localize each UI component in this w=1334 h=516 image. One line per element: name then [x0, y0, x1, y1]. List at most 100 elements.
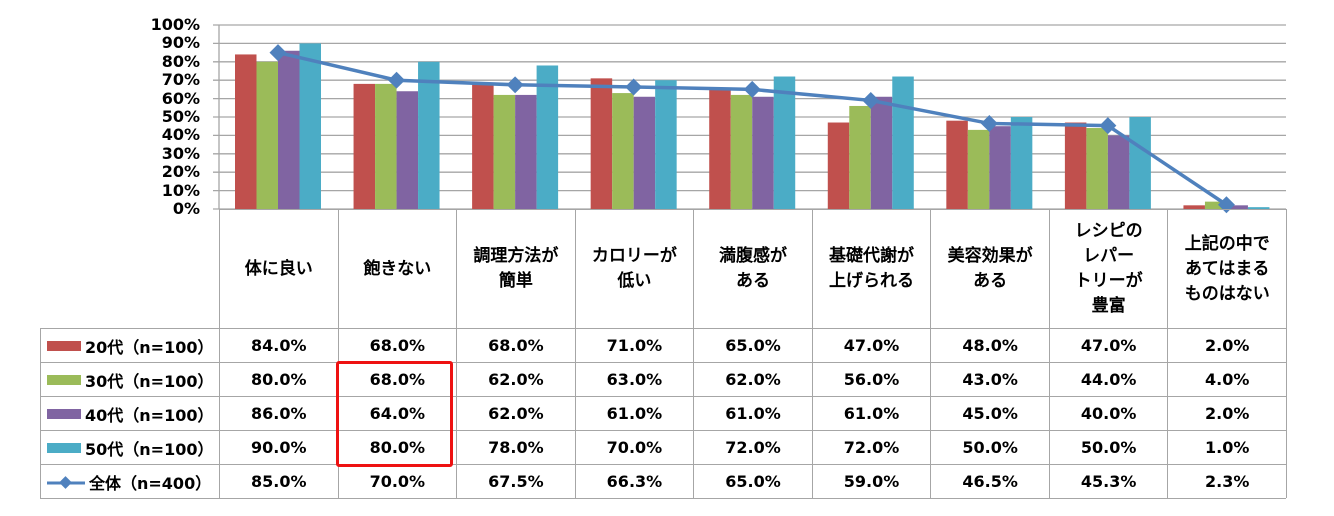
bar — [353, 83, 376, 209]
bar — [1010, 117, 1033, 209]
bar — [1247, 207, 1270, 209]
legend-label: 50代（n=100） — [85, 439, 214, 459]
bar — [493, 94, 516, 209]
bar — [773, 76, 796, 210]
data-label: 44.0% — [1048, 362, 1168, 396]
table-bottom-border — [40, 498, 1286, 500]
line-point-marker — [980, 114, 998, 132]
data-label: 86.0% — [219, 396, 338, 430]
bar — [1204, 201, 1227, 209]
legend-label: 20代（n=100） — [85, 337, 214, 357]
legend-entry: 全体（n=400） — [40, 464, 219, 498]
y-tick-label: 20% — [161, 162, 200, 182]
table-right-border — [1286, 209, 1288, 498]
data-label: 40.0% — [1048, 396, 1168, 430]
y-tick-label: 100% — [150, 15, 200, 34]
bar — [299, 43, 321, 210]
bar — [235, 54, 257, 209]
data-label: 50.0% — [1048, 430, 1168, 464]
data-label: 61.0% — [693, 396, 812, 430]
bar — [946, 120, 968, 209]
line-point-marker — [388, 71, 406, 89]
legend-label: 全体（n=400） — [89, 473, 212, 493]
data-label: 65.0% — [693, 328, 812, 362]
data-label: 68.0% — [337, 328, 457, 362]
data-label: 43.0% — [930, 362, 1049, 396]
bar — [1226, 205, 1248, 209]
data-label: 61.0% — [811, 396, 931, 430]
line-point-marker — [743, 80, 761, 98]
data-label: 1.0% — [1167, 430, 1286, 464]
data-label: 4.0% — [1167, 362, 1286, 396]
legend-entry: 20代（n=100） — [40, 328, 219, 362]
bar — [1107, 135, 1130, 209]
legend-swatch — [47, 442, 81, 453]
legend-entry: 40代（n=100） — [40, 396, 219, 430]
legend-label: 30代（n=100） — [85, 371, 214, 391]
legend-swatch — [47, 340, 81, 351]
bar — [892, 76, 914, 210]
data-label: 66.3% — [574, 464, 694, 498]
data-label: 70.0% — [337, 464, 457, 498]
data-label: 45.0% — [930, 396, 1049, 430]
bar — [967, 129, 990, 209]
line-point-marker — [862, 91, 880, 109]
y-tick-label: 30% — [161, 143, 200, 163]
y-tick-label: 40% — [161, 125, 200, 145]
bar — [256, 61, 278, 209]
bar — [989, 126, 1011, 209]
category-header: 基礎代謝が 上げられる — [811, 209, 931, 328]
data-label: 78.0% — [456, 430, 575, 464]
data-label: 67.5% — [456, 464, 575, 498]
bar — [1086, 128, 1108, 209]
data-label: 72.0% — [693, 430, 812, 464]
data-label: 65.0% — [693, 464, 812, 498]
data-label: 62.0% — [456, 362, 575, 396]
data-label: 90.0% — [219, 430, 338, 464]
data-label: 63.0% — [574, 362, 694, 396]
bar — [590, 78, 613, 209]
y-tick-label: 50% — [161, 107, 200, 126]
bar — [752, 96, 774, 209]
data-label: 47.0% — [1048, 328, 1168, 362]
y-tick-label: 10% — [161, 180, 200, 200]
category-header: カロリーが 低い — [574, 209, 694, 328]
y-tick-label: 0% — [172, 199, 200, 218]
line-point-marker — [625, 78, 643, 96]
highlight-box — [336, 361, 453, 467]
data-label: 62.0% — [693, 362, 812, 396]
data-label: 68.0% — [456, 328, 575, 362]
data-label: 72.0% — [811, 430, 931, 464]
bar — [418, 61, 440, 209]
category-header: 飽きない — [337, 209, 457, 328]
bar — [655, 80, 677, 209]
data-label: 71.0% — [574, 328, 694, 362]
data-label: 70.0% — [574, 430, 694, 464]
legend-entry: 30代（n=100） — [40, 362, 219, 396]
y-tick-label: 80% — [161, 51, 200, 71]
data-label: 59.0% — [811, 464, 931, 498]
data-label: 85.0% — [219, 464, 338, 498]
data-label: 2.0% — [1167, 328, 1286, 362]
data-label: 47.0% — [811, 328, 931, 362]
y-tick-label: 70% — [161, 70, 200, 90]
bar — [515, 94, 537, 209]
legend-line-marker-icon — [47, 472, 89, 491]
data-label: 84.0% — [219, 328, 338, 362]
bar — [633, 96, 656, 209]
category-header: 美容効果が ある — [930, 209, 1049, 328]
category-header: レシピの レパー トリーが 豊富 — [1048, 209, 1168, 328]
bar — [396, 91, 419, 209]
category-header: 体に良い — [219, 209, 338, 328]
category-header: 調理方法が 簡単 — [456, 209, 575, 328]
data-label: 62.0% — [456, 396, 575, 430]
data-label: 45.3% — [1048, 464, 1168, 498]
bar — [870, 96, 893, 209]
bar — [375, 83, 397, 209]
bar — [827, 122, 850, 209]
legend-label: 40代（n=100） — [85, 405, 214, 425]
category-header: 満腹感が ある — [693, 209, 812, 328]
data-label: 50.0% — [930, 430, 1049, 464]
